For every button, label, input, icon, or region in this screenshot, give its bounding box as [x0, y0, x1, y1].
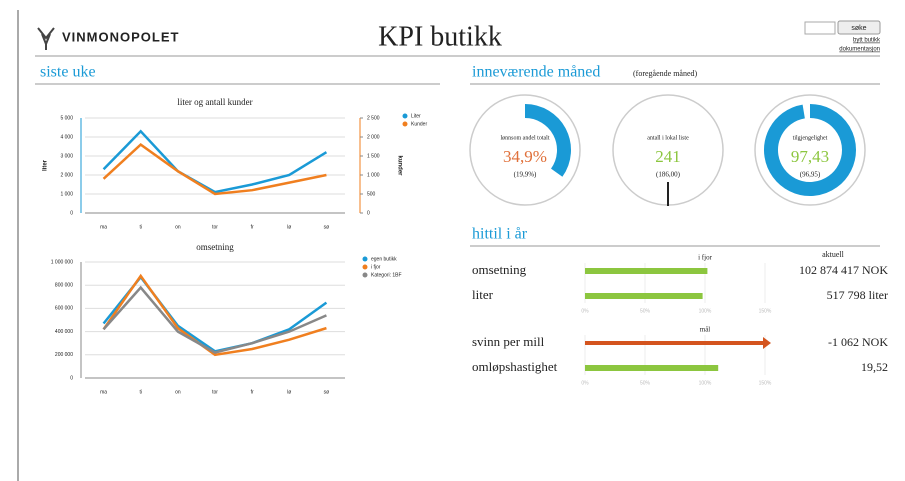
gauge-label: antall i lokal liste	[647, 135, 689, 141]
legend-swatch	[362, 264, 368, 270]
y2-tick-label: 2 500	[367, 115, 380, 121]
page-title: KPI butikk	[378, 21, 502, 52]
gauge-label: lønnsom andel totalt	[501, 135, 550, 141]
x-tick-label: 0%	[581, 380, 589, 386]
legend-label: egen butikk	[371, 256, 397, 262]
link[interactable]: dokumentasjon	[839, 47, 880, 53]
bar-arrow	[585, 337, 771, 349]
x-tick-label: 150%	[759, 380, 772, 386]
x-tick-label: tor	[212, 389, 218, 395]
row-value: 102 874 417 NOK	[799, 263, 888, 277]
gauge-value: 97,43	[791, 147, 829, 166]
y-tick-label: 800 000	[55, 283, 73, 289]
logo-icon	[37, 27, 55, 50]
gauge-arc	[524, 104, 571, 177]
x-tick-label: sø	[324, 389, 330, 395]
gauge-arc	[764, 104, 856, 196]
y-axis-label: liter	[43, 159, 49, 171]
legend-swatch	[402, 121, 408, 127]
section-title: siste uke	[40, 64, 96, 81]
gauge-value: 241	[655, 147, 681, 166]
series-line	[102, 129, 328, 194]
y2-tick-label: 1 000	[367, 172, 380, 178]
series-line	[102, 275, 328, 353]
legend-label: Kategori: 1BF	[371, 272, 402, 278]
series-line	[102, 142, 327, 196]
y-tick-label: 2 000	[60, 172, 73, 178]
gauge-value: 34,9%	[503, 147, 547, 166]
legend-swatch	[402, 113, 408, 119]
x-tick-label: lø	[287, 389, 291, 395]
y2-tick-label: 0	[367, 210, 370, 216]
logo: VINMONOPOLET	[62, 29, 179, 44]
bar	[585, 268, 708, 274]
gauge-previous: (19,9%)	[514, 171, 537, 179]
value-header: aktuell	[822, 250, 845, 259]
legend-label: Liter	[411, 113, 421, 119]
x-tick-label: 100%	[699, 308, 712, 314]
y-tick-label: 0	[70, 375, 73, 381]
y-tick-label: 1 000 000	[51, 259, 73, 265]
x-tick-label: sø	[324, 224, 330, 230]
x-tick-label: fr	[251, 389, 254, 395]
section-note: (foregående måned)	[633, 69, 698, 78]
legend-label: i fjor	[371, 264, 381, 270]
gauge-previous: (186,00)	[656, 171, 681, 179]
gauge-label: tilgjengelighet	[793, 135, 828, 141]
y-tick-label: 400 000	[55, 329, 73, 335]
group-header: i fjor	[698, 254, 712, 262]
y2-tick-label: 500	[367, 191, 376, 197]
legend-label: Kunder	[411, 121, 427, 127]
x-tick-label: fr	[251, 224, 254, 230]
chart-title: omsetning	[196, 242, 234, 252]
y-tick-label: 3 000	[60, 153, 73, 159]
search-button[interactable]	[837, 20, 881, 35]
search-button-label[interactable]: søke	[851, 25, 866, 32]
row-name: liter	[472, 287, 494, 302]
legend-swatch	[362, 272, 368, 278]
section-title: hittil i år	[472, 226, 528, 243]
link[interactable]: bytt butikk	[853, 38, 881, 44]
y2-tick-label: 2 000	[367, 134, 380, 140]
row-name: svinn per mill	[472, 334, 545, 349]
row-value: 19,52	[861, 360, 888, 374]
x-tick-label: tor	[212, 224, 218, 230]
y-tick-label: 4 000	[60, 134, 73, 140]
search-input[interactable]	[804, 21, 836, 35]
row-value: 517 798 liter	[827, 288, 888, 302]
x-tick-label: on	[175, 224, 181, 230]
x-tick-label: ma	[100, 389, 107, 395]
row-name: omsetning	[472, 262, 527, 277]
x-tick-label: 150%	[759, 308, 772, 314]
chart-title: liter og antall kunder	[177, 97, 252, 107]
x-tick-label: ti	[139, 389, 142, 395]
x-tick-label: lø	[287, 224, 291, 230]
series-line	[102, 273, 327, 357]
x-tick-label: 50%	[640, 380, 651, 386]
legend-swatch	[362, 256, 368, 262]
bar	[585, 365, 719, 371]
row-name: omløpshastighet	[472, 359, 558, 374]
y-tick-label: 200 000	[55, 352, 73, 358]
x-tick-label: ti	[139, 224, 142, 230]
row-value: -1 062 NOK	[828, 335, 888, 349]
group-header: mål	[700, 326, 711, 334]
y-tick-label: 0	[70, 210, 73, 216]
x-tick-label: on	[175, 389, 181, 395]
x-tick-label: 0%	[581, 308, 589, 314]
x-tick-label: ma	[100, 224, 107, 230]
gauge-previous: (96,95)	[800, 171, 821, 179]
y-tick-label: 1 000	[60, 191, 73, 197]
y-tick-label: 600 000	[55, 306, 73, 312]
y2-tick-label: 1 500	[367, 153, 380, 159]
bar	[585, 293, 703, 299]
section-title: inneværende måned	[472, 64, 600, 81]
y2-axis-label: kunder	[396, 155, 402, 176]
y-tick-label: 5 000	[60, 115, 73, 121]
series-line	[102, 285, 327, 354]
x-tick-label: 100%	[699, 380, 712, 386]
x-tick-label: 50%	[640, 308, 651, 314]
